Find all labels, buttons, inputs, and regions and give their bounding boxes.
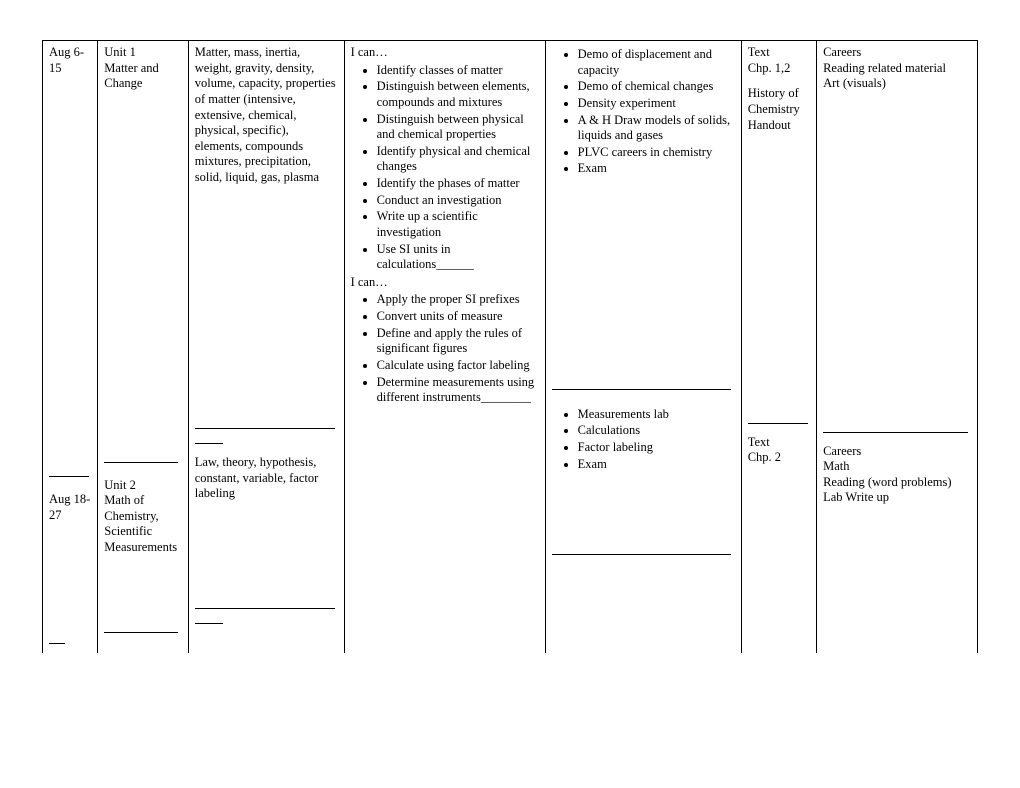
list-item: Determine measurements using different i… <box>377 375 539 406</box>
divider <box>104 462 178 463</box>
activities-list-2: Measurements lab Calculations Factor lab… <box>552 407 735 473</box>
list-item: Write up a scientific investigation <box>377 209 539 240</box>
cell-activities: Demo of displacement and capacity Demo o… <box>545 41 741 653</box>
divider <box>552 554 731 555</box>
list-item: Distinguish between elements, compounds … <box>377 79 539 110</box>
list-item: Density experiment <box>578 96 735 112</box>
list-item: PLVC careers in chemistry <box>578 145 735 161</box>
date-range-2: Aug 18-27 <box>49 492 90 522</box>
list-item: Use SI units in calculations______ <box>377 242 539 273</box>
cc-2a: Careers <box>823 444 971 460</box>
list-item: Exam <box>578 161 735 177</box>
cell-objectives: I can… Identify classes of matter Distin… <box>344 41 545 653</box>
list-item: Define and apply the rules of significan… <box>377 326 539 357</box>
ican-list-1: Identify classes of matter Distinguish b… <box>351 63 539 273</box>
cc-2b: Math <box>823 459 971 475</box>
list-item: Demo of chemical changes <box>578 79 735 95</box>
vocab-1: Matter, mass, inertia, weight, gravity, … <box>195 45 336 184</box>
divider <box>195 428 335 429</box>
date-range-1: Aug 6-15 <box>49 45 84 75</box>
list-item: Distinguish between physical and chemica… <box>377 112 539 143</box>
cc-1c: Art (visuals) <box>823 76 971 92</box>
page: Aug 6-15 Aug 18-27 Unit 1 Matter and Cha… <box>0 0 1020 788</box>
cc-2c: Reading (word problems) <box>823 475 971 491</box>
res-2b: Chp. 2 <box>748 450 810 466</box>
divider <box>104 632 178 633</box>
res-1c: History of Chemistry Handout <box>748 86 810 133</box>
list-item: Convert units of measure <box>377 309 539 325</box>
cc-1a: Careers <box>823 45 971 61</box>
cell-dates: Aug 6-15 Aug 18-27 <box>43 41 98 653</box>
list-item: A & H Draw models of solids, liquids and… <box>578 113 735 144</box>
cell-unit: Unit 1 Matter and Change Unit 2 Math of … <box>98 41 188 653</box>
divider <box>552 389 731 390</box>
divider <box>195 623 223 624</box>
ican-lead-1: I can… <box>351 45 388 59</box>
list-item: Exam <box>578 457 735 473</box>
vocab-2: Law, theory, hypothesis, constant, varia… <box>195 455 319 500</box>
list-item: Demo of displacement and capacity <box>578 47 735 78</box>
cell-resources: Text Chp. 1,2 History of Chemistry Hando… <box>741 41 816 653</box>
res-1a: Text <box>748 45 810 61</box>
unit-1: Unit 1 Matter and Change <box>104 45 159 90</box>
list-item: Factor labeling <box>578 440 735 456</box>
list-item: Calculate using factor labeling <box>377 358 539 374</box>
cc-2d: Lab Write up <box>823 490 971 506</box>
unit-2: Unit 2 Math of Chemistry, Scientific Mea… <box>104 478 177 555</box>
table-row: Aug 6-15 Aug 18-27 Unit 1 Matter and Cha… <box>43 41 978 653</box>
list-item: Apply the proper SI prefixes <box>377 292 539 308</box>
divider <box>195 608 335 609</box>
divider <box>823 432 968 433</box>
activities-list-1: Demo of displacement and capacity Demo o… <box>552 47 735 177</box>
list-item: Identify classes of matter <box>377 63 539 79</box>
ican-lead-2: I can… <box>351 275 388 289</box>
curriculum-table: Aug 6-15 Aug 18-27 Unit 1 Matter and Cha… <box>42 40 978 653</box>
cc-1b: Reading related material <box>823 61 971 77</box>
list-item: Conduct an investigation <box>377 193 539 209</box>
divider <box>49 476 89 477</box>
list-item: Calculations <box>578 423 735 439</box>
list-item: Identify physical and chemical changes <box>377 144 539 175</box>
divider <box>748 423 808 424</box>
list-item: Identify the phases of matter <box>377 176 539 192</box>
cell-vocab: Matter, mass, inertia, weight, gravity, … <box>188 41 344 653</box>
cell-cross: Careers Reading related material Art (vi… <box>817 41 978 653</box>
divider <box>195 443 223 444</box>
res-2a: Text <box>748 435 810 451</box>
ican-list-2: Apply the proper SI prefixes Convert uni… <box>351 292 539 405</box>
res-1b: Chp. 1,2 <box>748 61 810 77</box>
list-item: Measurements lab <box>578 407 735 423</box>
